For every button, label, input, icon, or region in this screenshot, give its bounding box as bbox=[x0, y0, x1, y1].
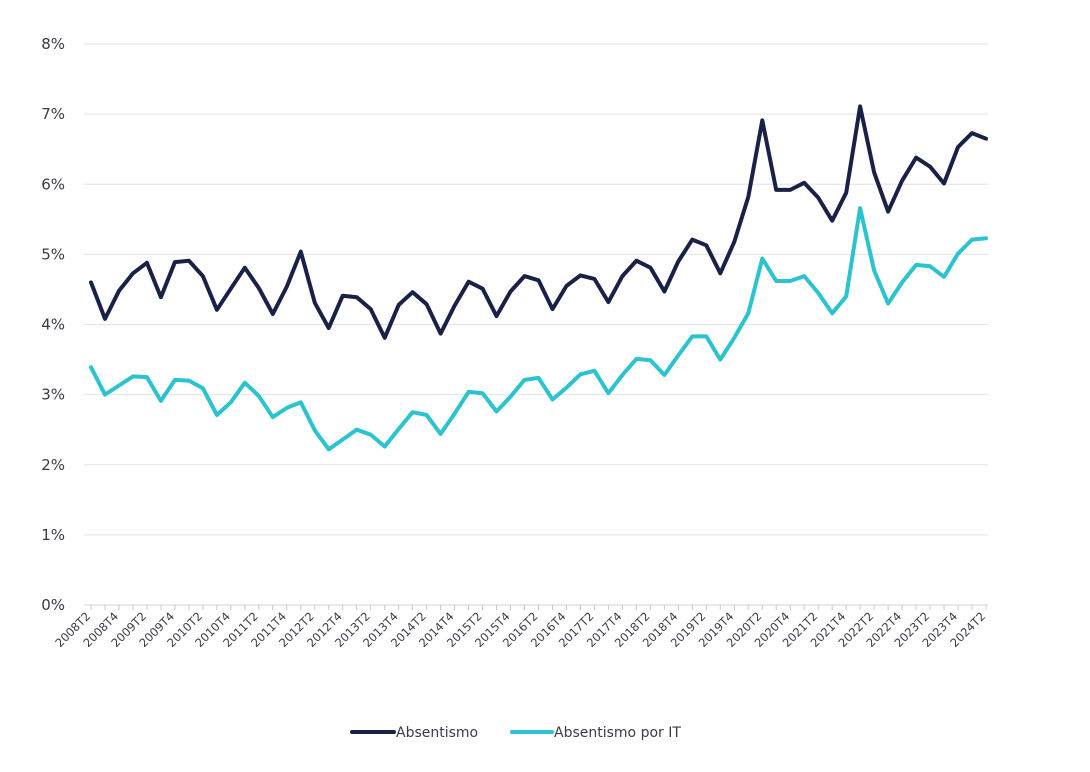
y-tick-label: 0% bbox=[41, 596, 65, 614]
y-tick-label: 2% bbox=[41, 456, 65, 474]
legend: Absentismo Absentismo por IT bbox=[350, 725, 681, 741]
y-tick-label: 6% bbox=[41, 175, 65, 193]
y-tick-label: 5% bbox=[41, 245, 65, 263]
series-lines bbox=[89, 104, 988, 452]
y-axis: 0% 1% 2% 3% 4% 5% 6% 7% 8% bbox=[41, 35, 65, 614]
gridlines bbox=[84, 43, 988, 536]
legend-item-absentismo: Absentismo bbox=[350, 725, 478, 741]
legend-label-absentismo: Absentismo bbox=[396, 725, 478, 741]
legend-label-absentismo-por-it: Absentismo por IT bbox=[554, 725, 681, 741]
y-tick-label: 3% bbox=[41, 386, 65, 404]
x-axis: 2008T22008T42009T22009T42010T22010T42011… bbox=[52, 604, 988, 650]
y-tick-label: 8% bbox=[41, 35, 65, 53]
series-line-absentismo-por-it bbox=[89, 206, 988, 452]
legend-item-absentismo-por-it: Absentismo por IT bbox=[510, 725, 681, 741]
y-tick-label: 4% bbox=[41, 316, 65, 334]
y-tick-label: 7% bbox=[41, 105, 65, 123]
y-tick-label: 1% bbox=[41, 526, 65, 544]
series-line-absentismo bbox=[89, 104, 988, 340]
